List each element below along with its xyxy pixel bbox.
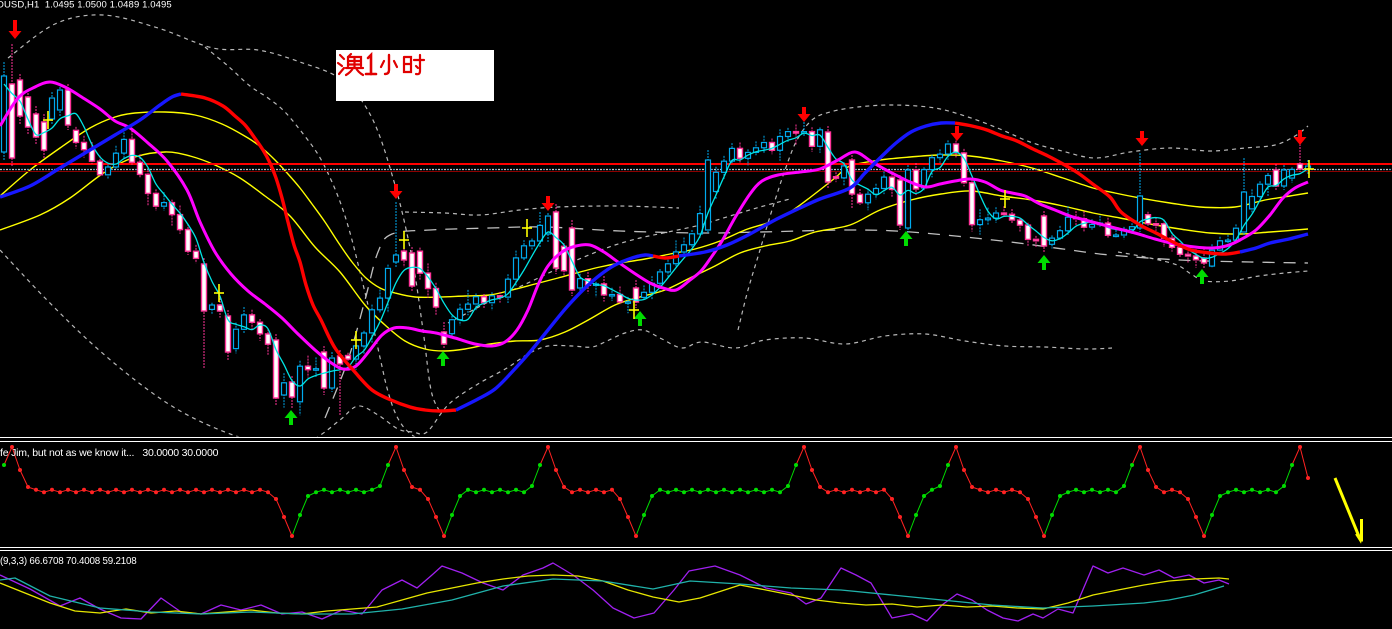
svg-text:DUSD,H1 1.0495 1.0500 1.0489: DUSD,H1 1.0495 1.0500 1.0489 1.0495	[0, 0, 172, 11]
svg-text:(9,3,3) 66.6708 70.4008 59.210: (9,3,3) 66.6708 70.4008 59.2108	[0, 556, 137, 567]
svg-text:fe Jim, but not as we know it.: fe Jim, but not as we know it... 30.0000…	[0, 447, 219, 459]
